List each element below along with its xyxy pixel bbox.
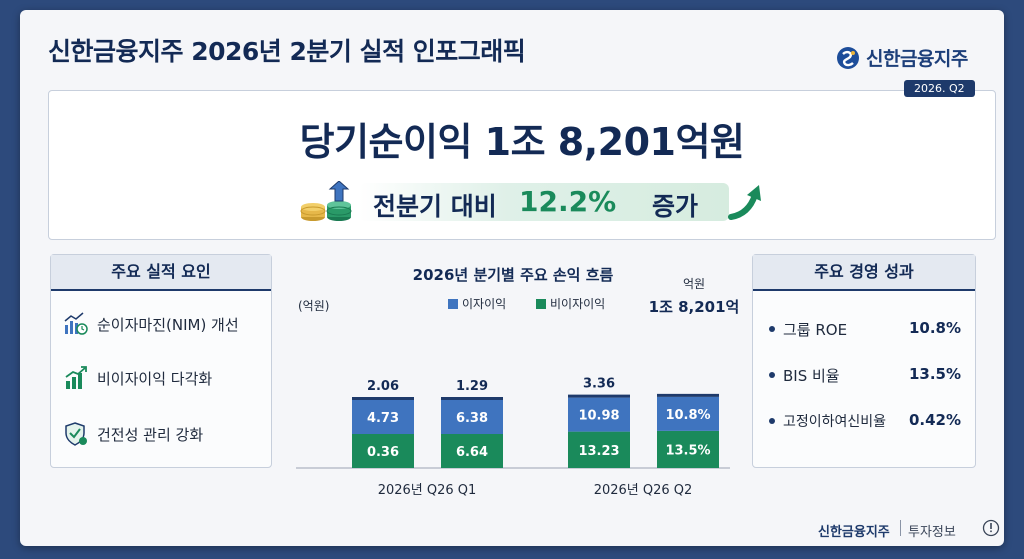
x-axis-label: 2026년 Q26 Q1 [378,483,477,498]
factor-item: 비이자이익 다각화 [63,365,212,391]
bar-value-label: 13.23 [578,444,619,459]
brand-name: 신한금융지주 [866,48,968,70]
page-title: 신한금융지주 2026년 2분기 실적 인포그래픽 [48,37,526,66]
investor-info-link[interactable]: 투자정보 [908,525,956,540]
bullet-icon [769,418,775,424]
chart-annotation-unit: 억원 [683,277,705,291]
bar-segment [568,431,630,468]
x-axis-label: 2026년 Q26 Q2 [594,483,693,498]
kpi-value: 10.8% [908,319,961,337]
kpi-label: 고정이하여신비율 [783,414,887,430]
bar-segment [568,397,630,432]
bar-growth-icon [65,366,87,389]
bar-segment [657,430,719,468]
growth-suffix: 증가 [652,192,699,221]
quarterly-pnl-chart: 2026년 분기별 주요 손익 흐름 (억원) 이자이익 비이자이익 억원 1조 … [296,266,740,498]
growth-percent: 12.2% [519,185,617,218]
chart-nim-icon [64,312,88,335]
kpi-title: 주요 경영 성과 [753,255,975,291]
bar-value-label: 13.5% [665,443,710,458]
bar-segment [352,434,414,468]
coins-up-icon [300,181,352,221]
bar-value-label: 6.64 [456,445,488,460]
bar-segment [352,400,414,434]
factor-label: 비이자이익 다각화 [97,369,213,388]
growth-prefix: 전분기 대비 [373,192,497,221]
bullet-icon [769,326,775,332]
factor-item: 건전성 관리 강화 [63,421,203,447]
infographic-card: 신한금융지주 2026년 2분기 실적 인포그래픽 신한금융지주 당기순이익 1… [20,10,1004,546]
bar-value-label: 6.38 [456,411,488,426]
bar-segment [441,434,503,468]
bullet-icon [769,372,775,378]
footer-brand: 신한금융지주 [818,525,890,540]
kpi-label: BIS 비율 [783,367,840,385]
factors-title: 주요 실적 요인 [51,255,271,291]
bar-cap [441,397,503,400]
bar-segment [657,396,719,431]
bar-value-label: 4.73 [367,411,399,426]
chart-title: 2026년 분기별 주요 손익 흐름 [413,266,614,284]
bar-cap [568,394,630,398]
chart-bars: 0.36 4.73 2.06 6.64 6.38 1.29 13.23 10.98 3.36 13… [352,377,719,468]
legend-label: 비이자이익 [550,297,605,311]
legend-swatch [448,299,458,309]
kpi-label: 그룹 ROE [783,321,848,339]
net-income-headline: 당기순이익 1조 8,201억원 [299,120,745,164]
growth-banner: 전분기 대비 12.2% 증가 [299,181,779,223]
bar-total-label: 3.36 [583,377,615,392]
factor-label: 건전성 관리 강화 [97,425,204,444]
growth-banner-background [359,183,729,221]
factor-item: 순이자마진(NIM) 개선 [63,311,239,337]
bar-total-label: 1.29 [456,379,488,394]
chart-unit-label: (억원) [298,299,329,313]
footer-divider [900,520,901,536]
shinhan-logo-icon [837,46,859,69]
bar-cap [657,393,719,397]
bar-segment [441,400,503,434]
bar-value-label: 10.98 [578,409,619,424]
chart-annotation-total: 1조 8,201억 [649,298,740,316]
factors-panel: 주요 실적 요인 순이자마진(NIM) 개선 비이자이익 다각화 [50,254,272,468]
bar-cap [352,397,414,400]
trend-up-arrow-icon [728,185,761,220]
kpi-value: 0.42% [908,411,961,429]
brand-logo[interactable]: 신한금융지주 [836,44,968,71]
chart-legend: 이자이익 비이자이익 [448,297,605,311]
hero-panel: 당기순이익 1조 8,201억원 전분기 대비 12.2% 증가 [48,90,996,240]
bar-value-label: 10.8% [665,408,710,423]
bar-total-label: 2.06 [367,379,399,394]
chart-x-labels: 2026년 Q26 Q1 2026년 Q26 Q2 [378,483,693,498]
bar-value-label: 0.36 [367,445,399,460]
period-badge: 2026. Q2 [904,80,975,97]
factor-label: 순이자마진(NIM) 개선 [97,315,239,334]
kpi-value: 13.5% [908,365,961,383]
legend-label: 이자이익 [462,297,506,311]
legend-swatch [536,299,546,309]
shield-check-icon [65,422,87,446]
kpi-panel: 주요 경영 성과 그룹 ROE 10.8% BIS 비율 13.5% 고정이하여… [752,254,976,468]
info-icon[interactable] [982,519,1000,537]
